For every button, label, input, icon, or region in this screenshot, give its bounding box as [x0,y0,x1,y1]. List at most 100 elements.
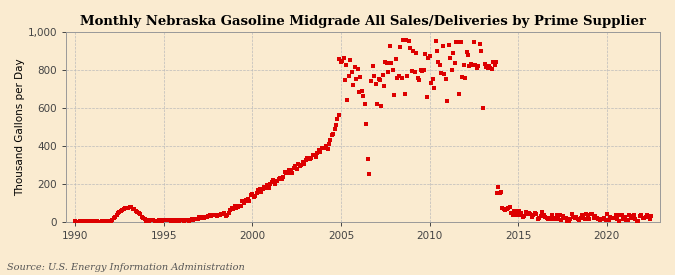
Point [408,49,418,53]
Point [487,67,497,71]
Point [265,182,275,186]
Point [114,210,125,214]
Point [140,218,151,223]
Point [171,218,182,223]
Point [550,217,561,221]
Point [364,172,375,176]
Point [583,213,593,218]
Point [559,215,570,220]
Point [202,214,213,218]
Point [488,60,499,64]
Point [253,188,264,192]
Point [443,42,454,47]
Point [297,160,308,164]
Point [273,177,284,181]
Point [630,217,641,221]
Point [261,186,271,190]
Point [119,206,130,211]
Point [219,211,230,215]
Point [166,219,177,224]
Point [420,52,431,56]
Point [72,219,82,224]
Point [349,65,360,69]
Point [179,219,190,224]
Point [337,59,348,63]
Point [109,214,120,219]
Point [636,212,647,217]
Point [93,219,104,224]
Point [234,204,244,208]
Point [180,218,191,222]
Point [225,208,236,213]
Point [207,213,218,217]
Point [479,62,490,67]
Point [377,73,388,77]
Point [262,183,273,188]
Point [562,218,572,223]
Point [105,219,116,224]
Point [354,89,364,94]
Point [376,104,387,108]
Point [519,214,530,219]
Point [639,216,649,221]
Point [178,218,188,222]
Point [250,194,261,198]
Point [92,219,103,224]
Point [450,60,460,65]
Point [223,211,234,215]
Point [366,78,377,83]
Point [493,185,504,190]
Point [433,60,444,64]
Point [309,153,320,157]
Point [80,219,91,224]
Point [344,74,354,78]
Point [576,213,587,217]
Point [352,66,363,71]
Point [468,40,479,44]
Point [204,213,215,218]
Point [464,64,475,68]
Point [302,156,313,160]
Point [90,219,101,224]
Point [457,75,468,79]
Point [541,216,552,221]
Point [526,215,537,219]
Point [272,179,283,184]
Point [461,50,472,54]
Point [481,64,491,69]
Point [146,218,157,222]
Point [578,215,589,220]
Point [558,214,568,218]
Point [389,92,400,97]
Point [237,199,248,204]
Point [534,216,545,220]
Point [566,212,577,217]
Point [126,205,136,210]
Point [115,208,126,213]
Point [257,187,268,191]
Point [259,185,269,189]
Point [615,213,626,217]
Point [621,218,632,222]
Point [190,216,200,221]
Point [348,83,358,87]
Point [176,218,187,222]
Point [569,216,580,221]
Point [384,43,395,48]
Point [132,210,142,214]
Point [310,155,321,159]
Point [507,213,518,218]
Point [606,216,617,220]
Point [611,213,622,217]
Point [427,76,438,81]
Point [286,167,296,172]
Point [625,216,636,220]
Point [445,56,456,60]
Point [564,218,574,223]
Point [198,216,209,220]
Point [454,92,464,96]
Point [317,146,327,150]
Point [86,219,97,224]
Point [217,211,228,216]
Point [136,214,147,219]
